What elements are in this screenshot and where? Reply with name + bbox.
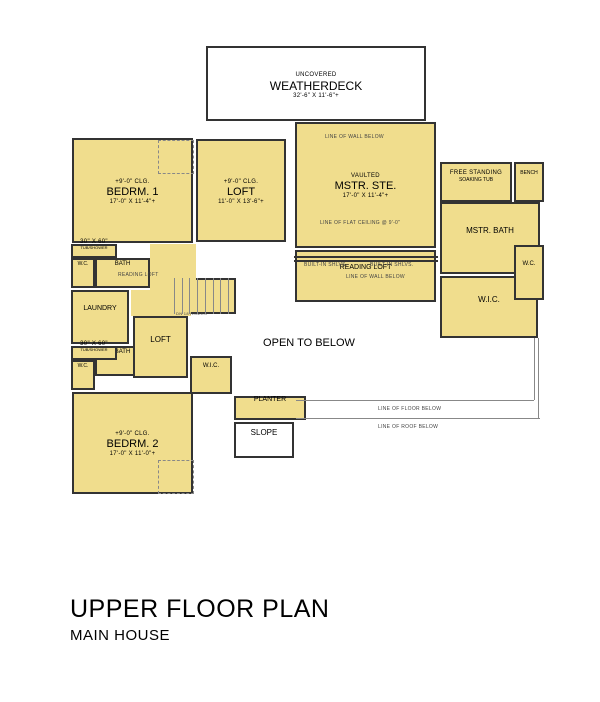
note: BUILT-IN SHLVS. [370,262,414,268]
stair-tread [220,278,221,314]
label-loft: +9'-0" CLG.LOFT11'-0" X 13'-6"+ [196,179,286,207]
label-bedrm2: +9'-0" CLG.BEDRM. 217'-0" X 11'-0"+ [72,431,193,459]
stair-tread [197,278,198,314]
note: LINE OF WALL BELOW [346,274,405,280]
label-wc_master: W.C. [514,261,544,268]
label-bench: BENCH [514,170,544,176]
label-laundry: LAUNDRY [71,305,129,313]
label-mstrbath: MSTR. BATH [440,226,540,236]
note: LINE OF ROOF BELOW [378,424,438,430]
label-open: OPEN TO BELOW [196,337,422,350]
note: LINE OF FLOOR BELOW [378,406,441,412]
room-laundry [71,290,129,344]
note: LINE OF FLAT CEILING @ 9'-0" [320,220,400,226]
stair-tread [174,278,175,314]
projection-dashed [158,460,194,494]
label-wc1: W.C. [71,261,95,267]
note: BUILT-IN SHLVS. [304,262,348,268]
ref-line [296,418,540,419]
title-line2: MAIN HOUSE [70,627,329,644]
projection-dashed [158,140,194,174]
stair-tread [228,278,229,314]
label-bath1: BATH [95,261,150,268]
label-bedrm1: +9'-0" CLG.BEDRM. 117'-0" X 11'-4"+ [72,179,193,207]
label-slope: SLOPE [234,428,294,438]
plan-title: UPPER FLOOR PLAN MAIN HOUSE [70,595,329,644]
room-wc_master [514,245,544,300]
title-line1: UPPER FLOOR PLAN [70,595,329,624]
stair-tread [213,278,214,314]
label-loft2: LOFT [133,335,188,345]
stair-tread [205,278,206,314]
ref-line [296,400,534,401]
stair-tread [189,278,190,314]
room-loft2 [133,316,188,378]
room-bench [514,162,544,202]
stair-tread [182,278,183,314]
label-wc2: W.C. [71,363,95,369]
ref-line [534,338,535,400]
rail [294,256,438,262]
ref-line [538,338,539,418]
label-master: VAULTEDMSTR. STE.17'-0" X 11'-4"+ [295,173,436,201]
label-soaktub_area: FREE STANDINGSOAKING TUB [440,170,512,183]
note: LINE OF WALL BELOW [325,134,384,140]
label-tub2: 30" X 60"TUB/SHOWER [71,341,117,353]
note: READING LOFT [118,272,159,278]
label-weatherdeck: UNCOVEREDWEATHERDECK32'-6" X 11'-6"+ [206,72,426,101]
label-tub1: 30" X 60"TUB/SHOWER [71,239,117,251]
